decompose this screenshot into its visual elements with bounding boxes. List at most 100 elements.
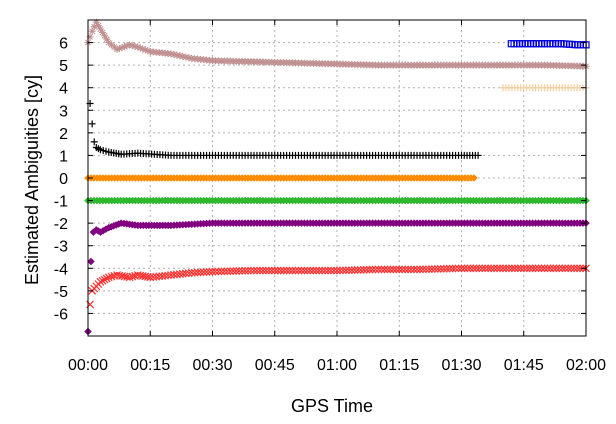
data-point bbox=[502, 264, 510, 273]
y-tick-label: -4 bbox=[54, 261, 68, 278]
x-tick-label: 01:45 bbox=[504, 357, 544, 374]
data-point bbox=[101, 32, 109, 40]
tick-layer: 00:00 00:15 00:30 00:45 01:00 01:15 01:30 01:45… bbox=[54, 20, 606, 374]
data-point bbox=[103, 35, 111, 43]
data-point bbox=[247, 266, 255, 275]
data-point bbox=[306, 266, 315, 275]
data-point bbox=[205, 267, 214, 276]
data-point bbox=[113, 45, 121, 53]
data-point bbox=[470, 174, 478, 182]
data-point bbox=[88, 120, 96, 128]
data-point bbox=[561, 264, 570, 273]
data-point bbox=[463, 264, 472, 273]
data-point bbox=[522, 264, 531, 273]
data-point bbox=[442, 264, 451, 273]
series-5 bbox=[84, 196, 590, 205]
data-point bbox=[202, 268, 211, 276]
data-point bbox=[371, 265, 380, 274]
y-tick-label: -3 bbox=[54, 239, 68, 256]
data-point bbox=[457, 264, 466, 273]
data-point bbox=[454, 264, 463, 273]
x-tick-label: 01:30 bbox=[441, 357, 481, 374]
data-point bbox=[208, 267, 217, 276]
data-point bbox=[92, 18, 100, 26]
data-point bbox=[474, 151, 482, 159]
data-point bbox=[487, 264, 496, 273]
data-point bbox=[182, 53, 190, 61]
data-point bbox=[321, 266, 330, 275]
y-tick-label: 3 bbox=[59, 103, 68, 120]
data-point bbox=[141, 46, 149, 54]
data-point bbox=[87, 257, 95, 266]
data-point bbox=[519, 264, 528, 273]
data-point bbox=[217, 267, 226, 276]
data-point bbox=[516, 264, 525, 273]
data-point bbox=[193, 268, 202, 277]
x-tick-label: 00:45 bbox=[255, 357, 295, 374]
y-tick-label: -1 bbox=[54, 194, 68, 211]
data-point bbox=[279, 266, 288, 275]
data-point bbox=[401, 265, 410, 274]
data-point bbox=[513, 264, 522, 273]
data-point bbox=[339, 266, 347, 275]
y-tick-label: 0 bbox=[59, 171, 68, 188]
x-tick-label: 00:30 bbox=[192, 357, 232, 374]
data-point bbox=[98, 276, 107, 285]
data-point bbox=[100, 275, 109, 284]
data-point bbox=[534, 264, 543, 273]
x-tick-label: 01:15 bbox=[379, 357, 419, 374]
data-point bbox=[383, 265, 392, 274]
data-point bbox=[410, 265, 418, 274]
data-point bbox=[88, 27, 96, 35]
data-point bbox=[123, 42, 131, 50]
x-tick-label: 01:00 bbox=[317, 357, 357, 374]
data-point bbox=[413, 265, 421, 274]
series-1 bbox=[507, 40, 590, 49]
data-point bbox=[261, 266, 270, 275]
data-point bbox=[238, 266, 247, 275]
data-point bbox=[460, 264, 469, 273]
data-point bbox=[552, 264, 561, 273]
data-point bbox=[427, 265, 436, 274]
data-point bbox=[484, 264, 493, 273]
data-point bbox=[324, 266, 333, 275]
data-point bbox=[136, 44, 144, 52]
data-point bbox=[505, 264, 513, 273]
data-point bbox=[499, 264, 507, 273]
data-point bbox=[365, 265, 374, 274]
data-point bbox=[439, 264, 448, 273]
data-point bbox=[90, 138, 98, 146]
x-axis-title: GPS Time bbox=[291, 396, 373, 416]
data-point bbox=[220, 267, 229, 276]
data-point bbox=[173, 51, 181, 59]
data-point bbox=[256, 266, 264, 275]
data-point bbox=[436, 264, 445, 273]
data-point bbox=[377, 265, 386, 274]
data-point bbox=[187, 268, 196, 277]
data-point bbox=[288, 266, 297, 275]
data-point bbox=[170, 51, 178, 59]
data-point bbox=[567, 264, 576, 273]
data-point bbox=[555, 264, 564, 273]
data-point bbox=[350, 266, 359, 274]
data-point bbox=[564, 264, 573, 273]
x-tick-label: 00:15 bbox=[130, 357, 170, 374]
data-point bbox=[294, 266, 303, 275]
data-point bbox=[407, 265, 416, 274]
data-point bbox=[241, 266, 250, 275]
data-point bbox=[99, 28, 107, 36]
data-point bbox=[451, 264, 460, 273]
data-point bbox=[229, 267, 238, 276]
y-tick-label: 1 bbox=[59, 148, 68, 165]
data-point bbox=[327, 266, 335, 275]
data-point bbox=[131, 42, 139, 50]
data-point bbox=[374, 265, 383, 274]
data-point bbox=[267, 266, 276, 275]
series-0 bbox=[84, 18, 590, 70]
data-point bbox=[576, 264, 584, 273]
data-point bbox=[359, 265, 368, 274]
data-point bbox=[419, 265, 427, 274]
data-point bbox=[118, 44, 126, 52]
data-point bbox=[472, 264, 481, 273]
series-4 bbox=[84, 174, 478, 182]
